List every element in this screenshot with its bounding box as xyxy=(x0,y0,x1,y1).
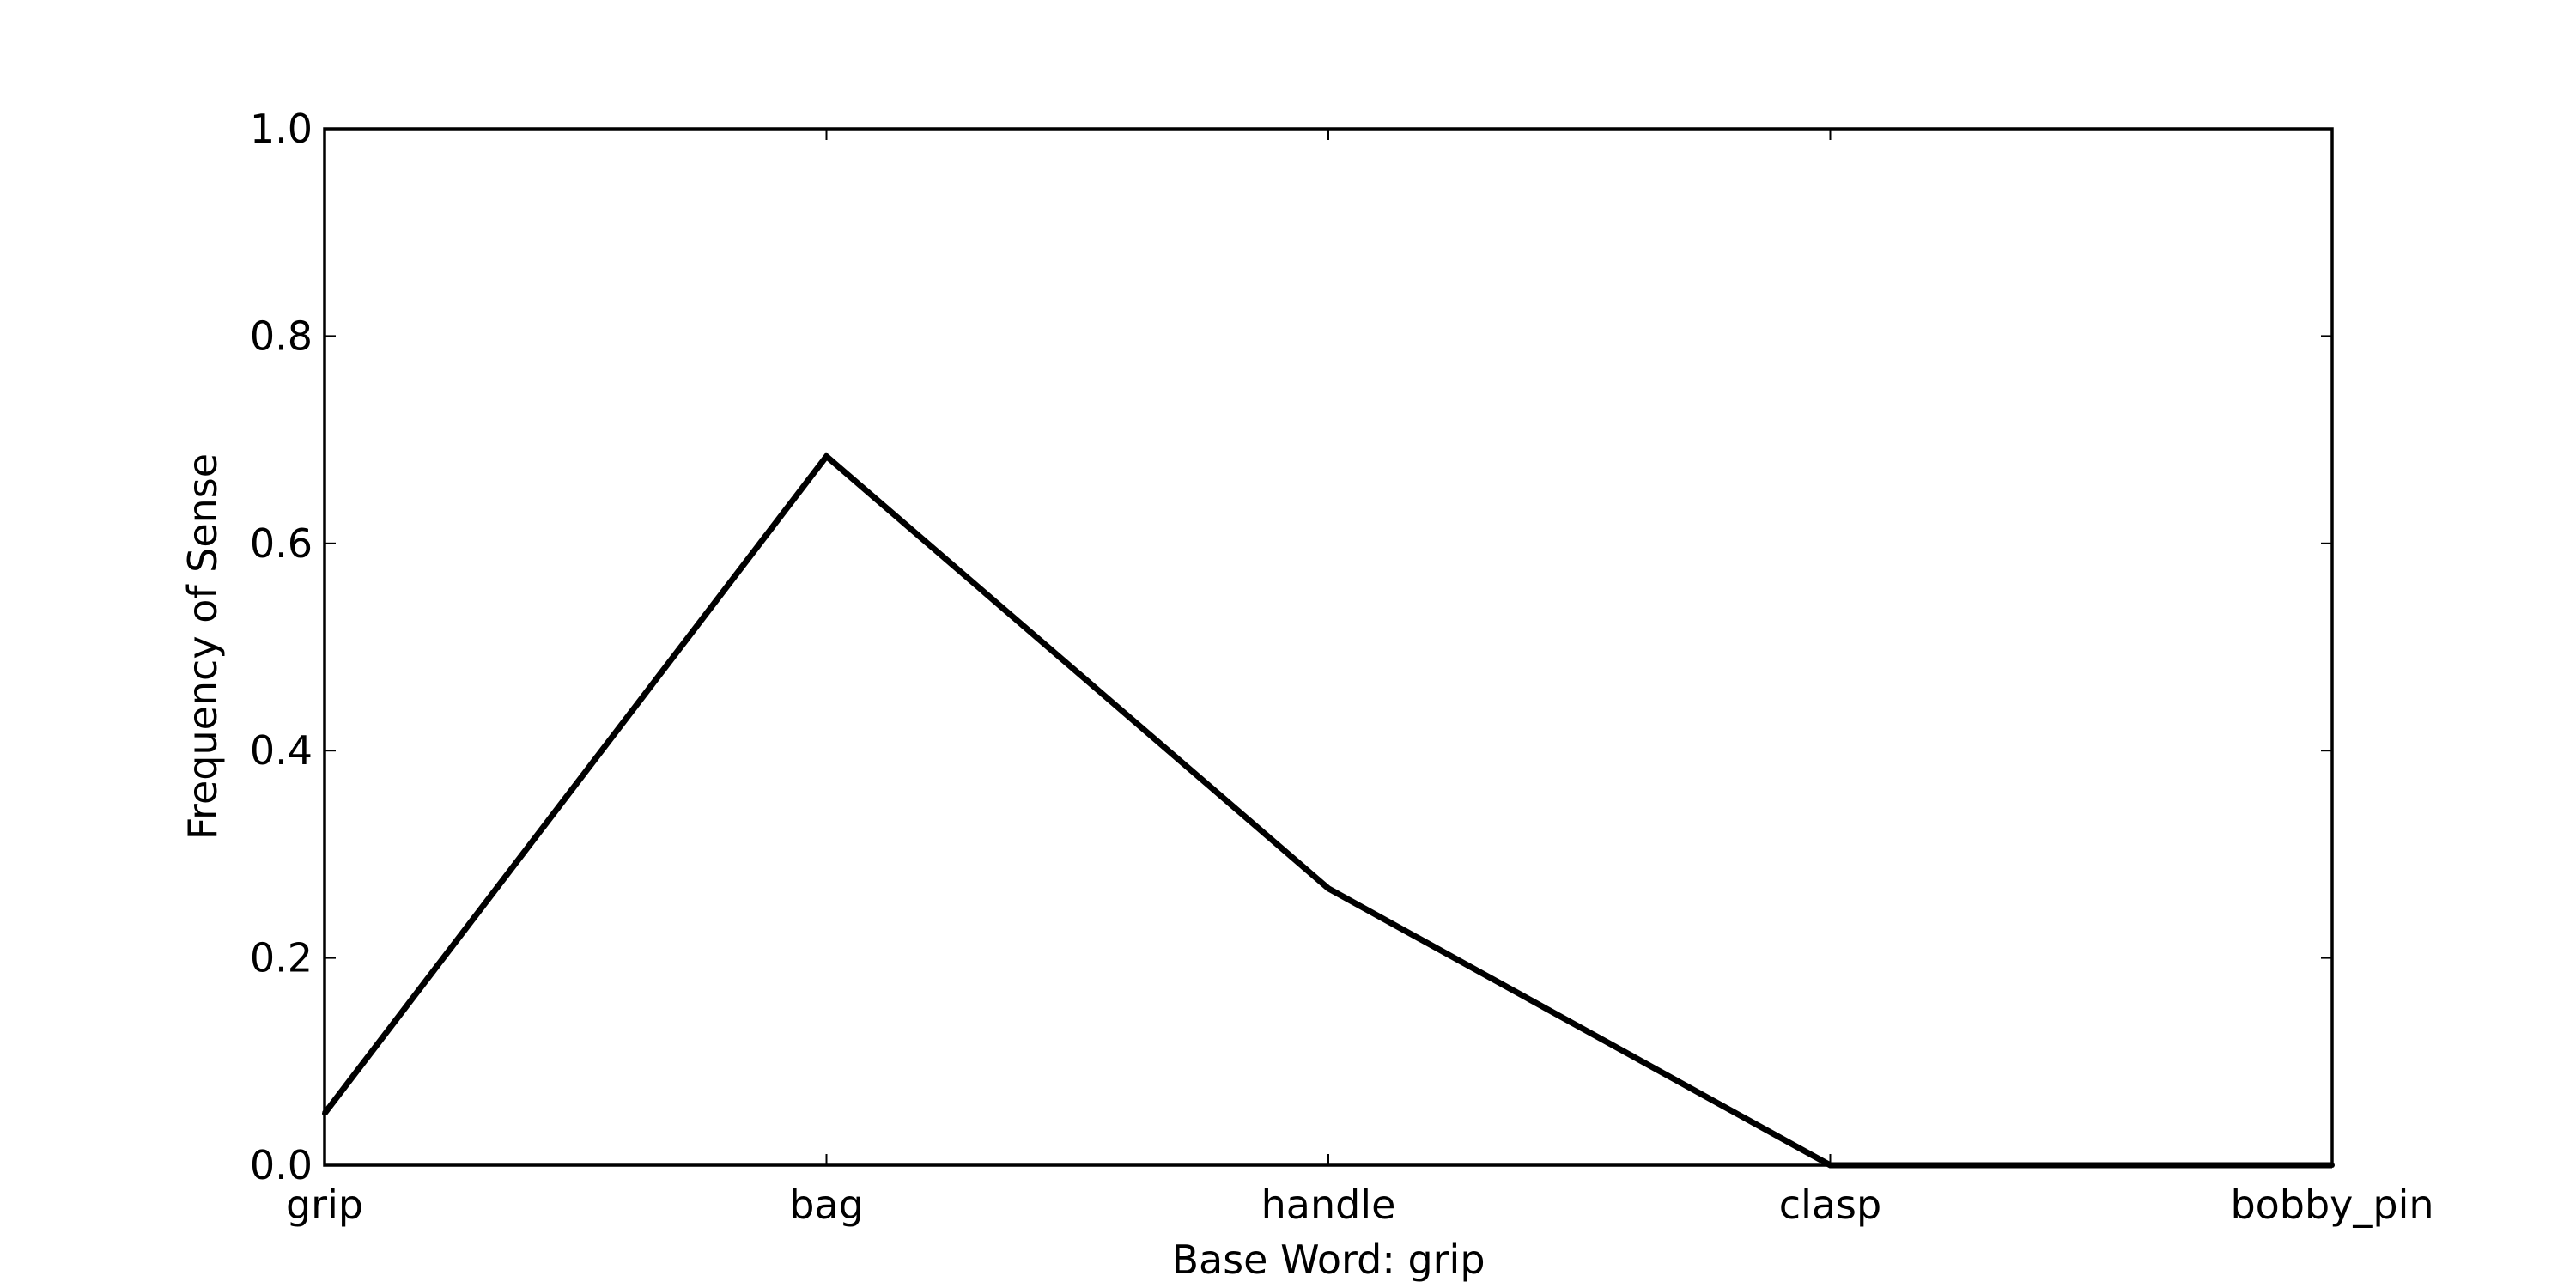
x-tick-label: bag xyxy=(789,1182,864,1228)
data-point-bag xyxy=(823,453,829,459)
x-tick-label: grip xyxy=(286,1182,363,1228)
y-tick-label: 1.0 xyxy=(250,106,313,152)
y-axis-ticks: 0.0 0.2 0.4 0.6 0.8 1.0 xyxy=(250,106,2332,1188)
data-point-handle xyxy=(1326,885,1331,891)
x-tick-label: bobby_pin xyxy=(2230,1182,2433,1228)
plot-frame xyxy=(323,127,2334,1167)
y-tick-label: 0.0 xyxy=(250,1142,313,1188)
plot-area xyxy=(325,129,2332,1165)
y-axis-label: Frequency of Sense xyxy=(179,453,226,840)
x-axis-label: Base Word: grip xyxy=(1171,1236,1485,1283)
y-tick-label: 0.2 xyxy=(250,935,313,981)
y-tick-label: 0.6 xyxy=(250,520,313,567)
y-tick-label: 0.8 xyxy=(250,313,313,359)
x-tick-label: handle xyxy=(1261,1182,1396,1228)
y-tick-label: 0.4 xyxy=(250,727,313,774)
x-axis-ticks: grip bag handle clasp bobby_pin xyxy=(286,129,2434,1228)
x-tick-label: clasp xyxy=(1779,1182,1881,1228)
